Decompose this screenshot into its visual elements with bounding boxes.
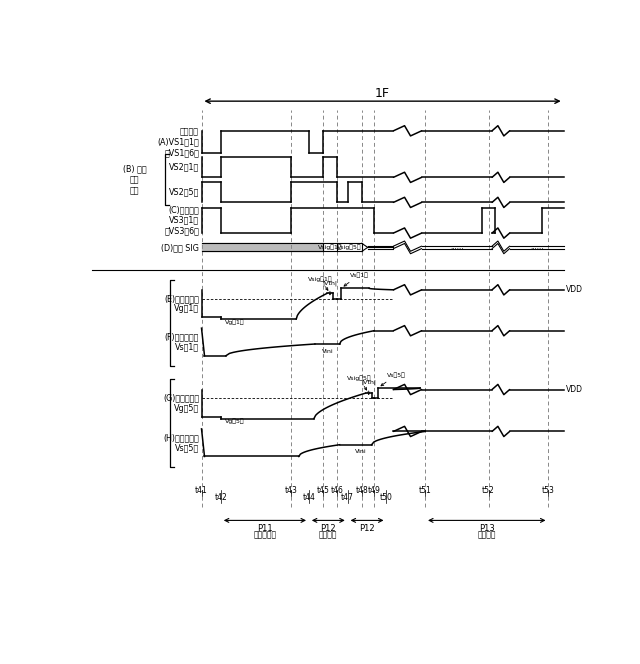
Text: t47: t47 xyxy=(341,493,354,502)
Text: P12: P12 xyxy=(321,525,336,533)
Text: P12: P12 xyxy=(359,525,375,533)
Text: t43: t43 xyxy=(285,486,298,495)
Text: t50: t50 xyxy=(380,493,393,502)
Text: Vini: Vini xyxy=(355,450,367,454)
Text: P11: P11 xyxy=(257,525,273,533)
Text: (B) 書込
制御
信号: (B) 書込 制御 信号 xyxy=(123,164,147,195)
Text: Vsig（1）: Vsig（1） xyxy=(308,276,333,290)
Text: 制御信号
(A)VS1（1）
〜VS1（6）: 制御信号 (A)VS1（1） 〜VS1（6） xyxy=(157,127,199,157)
Text: (H)ソース電圧
Vs（5）: (H)ソース電圧 Vs（5） xyxy=(163,433,199,452)
Text: Vs（5）: Vs（5） xyxy=(381,372,405,386)
Text: t51: t51 xyxy=(419,486,431,495)
Text: Vg（1）: Vg（1） xyxy=(225,319,244,325)
Text: t41: t41 xyxy=(195,486,208,495)
Text: Vsig（1）: Vsig（1） xyxy=(317,244,342,250)
Text: t48: t48 xyxy=(355,486,368,495)
Text: (D)信号 SIG: (D)信号 SIG xyxy=(161,243,199,252)
Text: Vini: Vini xyxy=(322,349,334,354)
Text: t53: t53 xyxy=(542,486,555,495)
Text: (F)ソース電圧
Vs（1）: (F)ソース電圧 Vs（1） xyxy=(164,332,199,352)
Text: P13: P13 xyxy=(479,525,495,533)
Text: VDD: VDD xyxy=(566,385,583,394)
Text: t44: t44 xyxy=(303,493,316,502)
Text: 初期化期間: 初期化期間 xyxy=(253,531,276,540)
Text: VS2（5）: VS2（5） xyxy=(169,188,199,197)
Text: VS2（1）: VS2（1） xyxy=(169,163,199,171)
Text: 1F: 1F xyxy=(375,88,390,100)
Text: ......: ...... xyxy=(530,244,543,250)
Text: Vs（1）: Vs（1） xyxy=(344,272,369,286)
Text: |Vth|: |Vth| xyxy=(361,380,376,394)
Text: t46: t46 xyxy=(331,486,344,495)
Text: (E)ゲート電圧
Vg（1）: (E)ゲート電圧 Vg（1） xyxy=(164,294,199,313)
Text: t45: t45 xyxy=(317,486,330,495)
Text: Vsig（5）: Vsig（5） xyxy=(347,376,371,390)
Text: (G)ゲート電圧
Vg（5）: (G)ゲート電圧 Vg（5） xyxy=(163,394,199,413)
Text: t42: t42 xyxy=(214,493,227,502)
Text: Vsig（5）: Vsig（5） xyxy=(337,244,362,250)
Text: 発光期間: 発光期間 xyxy=(477,531,496,540)
Text: 書込期間: 書込期間 xyxy=(319,531,337,540)
Text: VDD: VDD xyxy=(566,286,583,294)
Text: ......: ...... xyxy=(450,244,463,250)
Text: t49: t49 xyxy=(367,486,381,495)
Text: (C)制御信号
VS3（1）
〜VS3（6）: (C)制御信号 VS3（1） 〜VS3（6） xyxy=(164,205,199,235)
Text: Vg（5）: Vg（5） xyxy=(225,419,244,424)
Text: |Vth|: |Vth| xyxy=(323,280,337,295)
Text: t52: t52 xyxy=(482,486,495,495)
